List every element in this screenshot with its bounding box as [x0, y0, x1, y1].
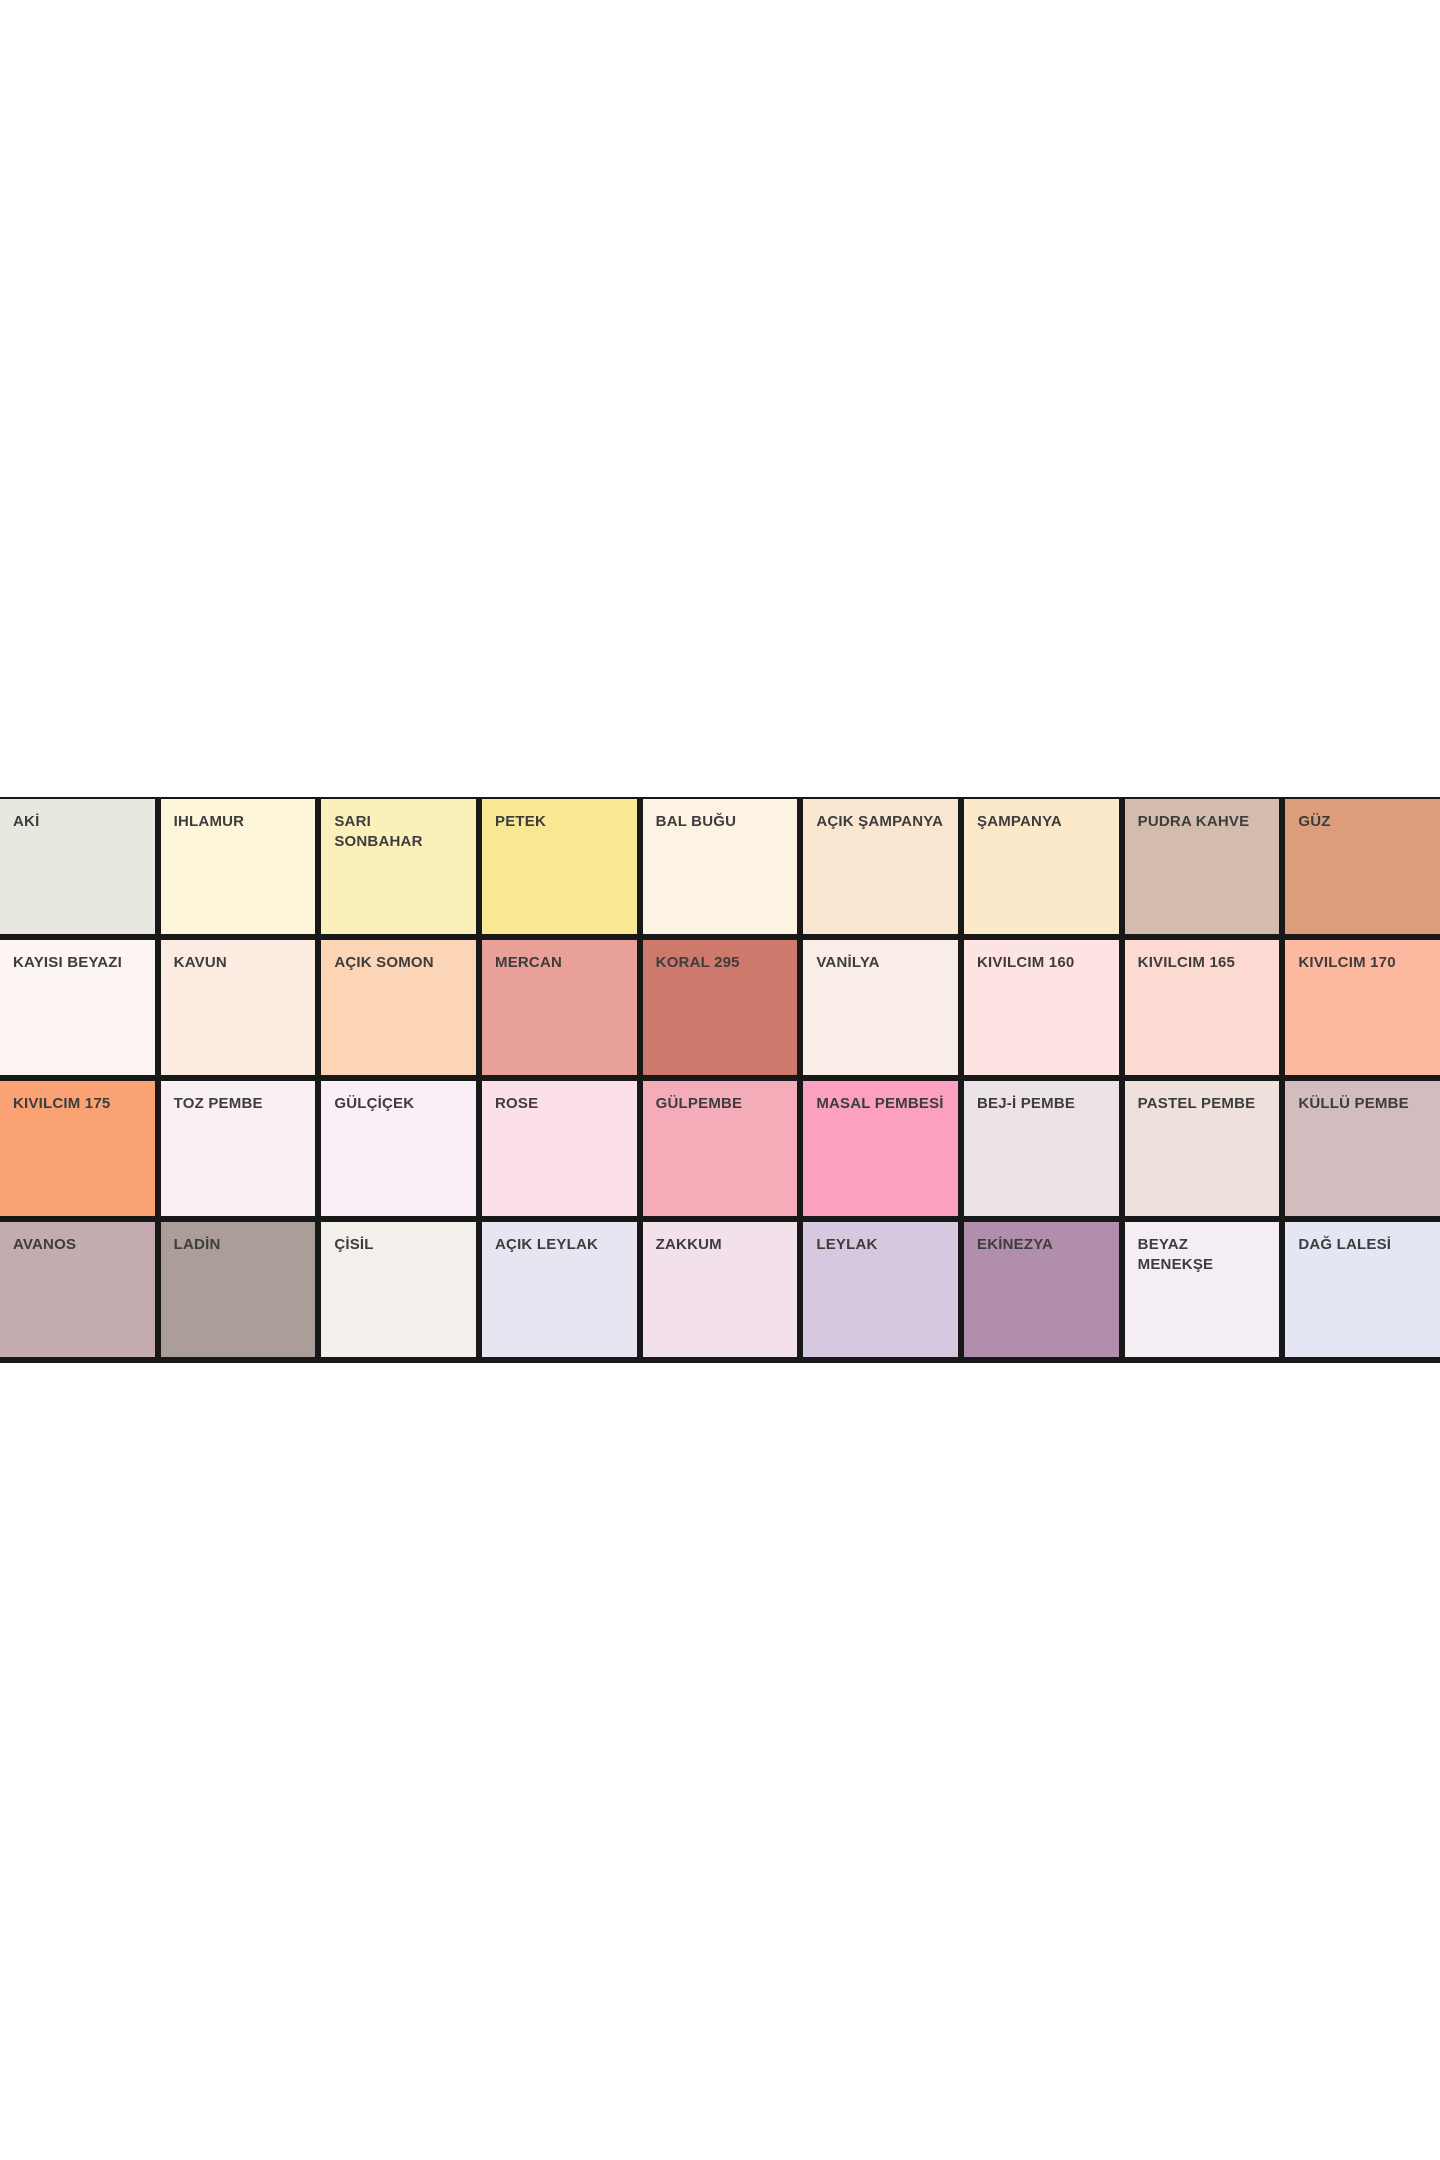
swatch-label: LEYLAK	[816, 1236, 878, 1253]
swatch-sampanya: ŞAMPANYA	[964, 799, 1119, 934]
swatch-acik-somon: AÇIK SOMON	[321, 940, 476, 1075]
swatch-label: KIVILCIM 160	[977, 954, 1075, 971]
swatch-label: AKİ	[13, 813, 40, 830]
swatch-ladin: LADİN	[160, 1222, 316, 1357]
swatch-label: ROSE	[495, 1095, 539, 1112]
swatch-label: KIVILCIM 165	[1137, 954, 1236, 971]
color-palette-grid: AKİ IHLAMUR SARI SONBAHAR PETEK BAL BUĞU…	[0, 797, 1440, 1363]
swatch-aki: AKİ	[0, 799, 155, 934]
swatch-label: MERCAN	[495, 954, 563, 971]
swatch-label: MASAL PEMBESİ	[816, 1095, 944, 1112]
swatch-koral-295: KORAL 295	[642, 940, 798, 1075]
swatch-kavun: KAVUN	[160, 940, 316, 1075]
swatch-kivilcim-165: KIVILCIM 165	[1124, 940, 1280, 1075]
swatch-pudra-kahve: PUDRA KAHVE	[1124, 799, 1280, 934]
swatch-label: BEJ-İ PEMBE	[977, 1095, 1076, 1112]
swatch-leylak: LEYLAK	[803, 1222, 958, 1357]
swatch-sari-sonbahar: SARI SONBAHAR	[321, 799, 476, 934]
swatch-label: PASTEL PEMBE	[1137, 1095, 1256, 1112]
swatch-kullu-pembe: KÜLLÜ PEMBE	[1285, 1081, 1440, 1216]
swatch-mercan: MERCAN	[482, 940, 637, 1075]
swatch-label: BAL BUĞU	[655, 813, 737, 830]
swatch-label: KORAL 295	[655, 954, 740, 971]
swatch-label: PETEK	[495, 813, 547, 830]
swatch-label: KÜLLÜ PEMBE	[1298, 1095, 1409, 1112]
swatch-kivilcim-170: KIVILCIM 170	[1285, 940, 1440, 1075]
swatch-vanilya: VANİLYA	[803, 940, 958, 1075]
swatch-toz-pembe: TOZ PEMBE	[160, 1081, 316, 1216]
swatch-rose: ROSE	[482, 1081, 637, 1216]
swatch-label: PUDRA KAHVE	[1137, 813, 1250, 830]
swatch-pastel-pembe: PASTEL PEMBE	[1124, 1081, 1280, 1216]
swatch-label: AÇIK LEYLAK	[495, 1236, 599, 1253]
swatch-kayisi-beyazi: KAYISI BEYAZI	[0, 940, 155, 1075]
swatch-label: VANİLYA	[816, 954, 880, 971]
swatch-label: DAĞ LALESİ	[1298, 1236, 1392, 1253]
swatch-label: TOZ PEMBE	[173, 1095, 263, 1112]
swatch-gulpembe: GÜLPEMBE	[642, 1081, 798, 1216]
swatch-label: ÇİSİL	[334, 1236, 374, 1253]
swatch-label: GÜLPEMBE	[655, 1095, 743, 1112]
swatch-label: SARI SONBAHAR	[334, 813, 423, 850]
swatch-label: KIVILCIM 175	[13, 1095, 111, 1112]
swatch-label: EKİNEZYA	[977, 1236, 1054, 1253]
swatch-masal-pembesi: MASAL PEMBESİ	[803, 1081, 958, 1216]
swatch-label: KAVUN	[173, 954, 227, 971]
swatch-label: GÜLÇİÇEK	[334, 1095, 415, 1112]
swatch-label: AVANOS	[13, 1236, 77, 1253]
swatch-label: ŞAMPANYA	[977, 813, 1062, 830]
swatch-label: LADİN	[173, 1236, 221, 1253]
swatch-acik-sampanya: AÇIK ŞAMPANYA	[803, 799, 958, 934]
swatch-dag-lalesi: DAĞ LALESİ	[1285, 1222, 1440, 1357]
swatch-gulcicek: GÜLÇİÇEK	[321, 1081, 476, 1216]
swatch-guz: GÜZ	[1285, 799, 1440, 934]
swatch-zakkum: ZAKKUM	[642, 1222, 798, 1357]
swatch-label: AÇIK SOMON	[334, 954, 434, 971]
swatch-label: AÇIK ŞAMPANYA	[816, 813, 944, 830]
swatch-ihlamur: IHLAMUR	[160, 799, 316, 934]
swatch-acik-leylak: AÇIK LEYLAK	[482, 1222, 637, 1357]
swatch-label: KIVILCIM 170	[1298, 954, 1396, 971]
swatch-petek: PETEK	[482, 799, 637, 934]
swatch-label: BEYAZ MENEKŞE	[1137, 1236, 1214, 1273]
swatch-bal-bugu: BAL BUĞU	[642, 799, 798, 934]
swatch-beyaz-menekse: BEYAZ MENEKŞE	[1124, 1222, 1280, 1357]
swatch-label: KAYISI BEYAZI	[13, 954, 123, 971]
swatch-beji-pembe: BEJ-İ PEMBE	[964, 1081, 1119, 1216]
swatch-ekinezya: EKİNEZYA	[964, 1222, 1119, 1357]
swatch-kivilcim-175: KIVILCIM 175	[0, 1081, 155, 1216]
swatch-cisil: ÇİSİL	[321, 1222, 476, 1357]
swatch-label: GÜZ	[1298, 813, 1331, 830]
swatch-kivilcim-160: KIVILCIM 160	[964, 940, 1119, 1075]
swatch-label: ZAKKUM	[655, 1236, 722, 1253]
swatch-avanos: AVANOS	[0, 1222, 155, 1357]
swatch-label: IHLAMUR	[173, 813, 245, 830]
